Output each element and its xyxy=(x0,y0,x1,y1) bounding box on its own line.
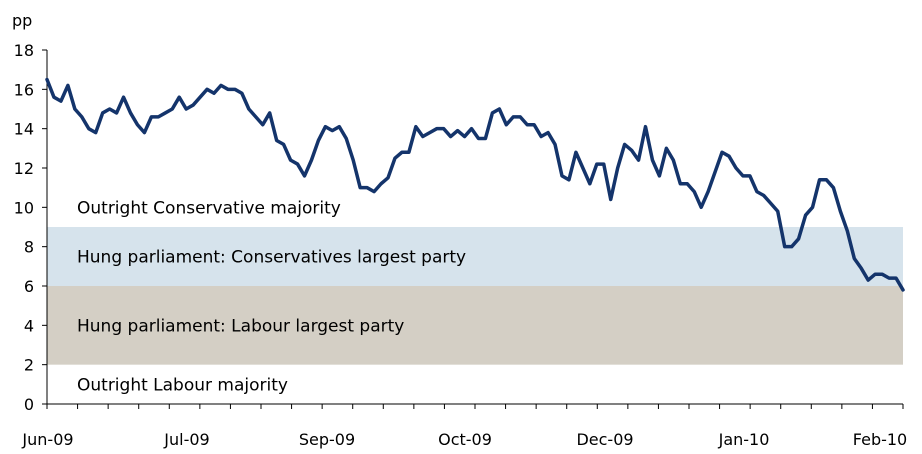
x-tick-label: Jan-10 xyxy=(718,430,770,449)
band-1 xyxy=(47,286,903,365)
x-tick-label: Jul-09 xyxy=(163,430,209,449)
y-tick-label: 12 xyxy=(14,159,34,178)
region-label-0: Outright Conservative majority xyxy=(77,198,341,218)
x-tick-label: Oct-09 xyxy=(438,430,492,449)
x-tick-label: Feb-10 xyxy=(853,430,907,449)
x-tick-label: Jun-09 xyxy=(21,430,73,449)
band-0 xyxy=(47,227,903,286)
bands-layer: Hung parliament: Conservatives largest p… xyxy=(47,227,903,365)
region-label-1: Outright Labour majority xyxy=(77,375,288,395)
y-tick-label: 2 xyxy=(24,356,34,375)
y-tick-label: 14 xyxy=(14,120,34,139)
y-tick-label: 16 xyxy=(14,80,34,99)
x-tick-label: Sep-09 xyxy=(299,430,355,449)
band-label-1: Hung parliament: Labour largest party xyxy=(77,316,404,336)
y-tick-label: 18 xyxy=(14,41,34,60)
series-line xyxy=(45,77,905,292)
y-tick-label: 0 xyxy=(24,395,34,414)
x-tick-label: Dec-09 xyxy=(576,430,633,449)
y-tick-label: 4 xyxy=(24,316,34,335)
y-tick-label: 6 xyxy=(24,277,34,296)
series-layer xyxy=(45,77,905,292)
y-tick-label: 10 xyxy=(14,198,34,217)
region-labels-layer: Outright Conservative majority Outright L… xyxy=(77,198,341,395)
axes-layer: 0 2 4 6 8 10 12 14 16 18 Jun-09 Jul-09 Sep-09 Oct-09 D… xyxy=(14,41,908,449)
band-label-0: Hung parliament: Conservatives largest p… xyxy=(77,248,466,268)
y-tick-label: 8 xyxy=(24,238,34,257)
y-axis-label: pp xyxy=(12,11,32,30)
